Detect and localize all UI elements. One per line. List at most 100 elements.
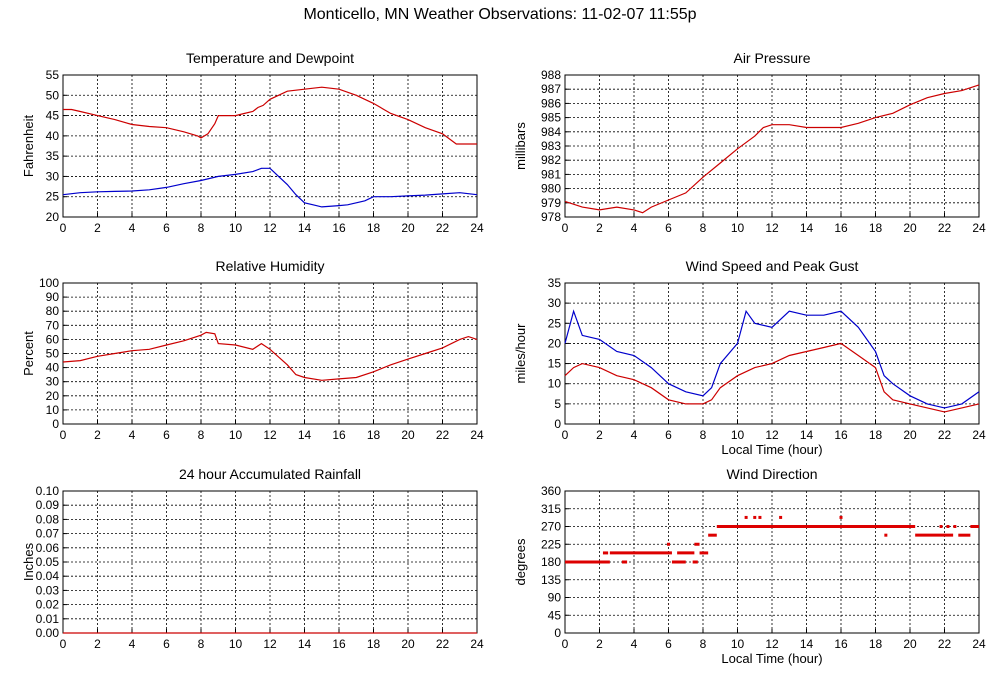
- x-tick-label: 8: [700, 428, 707, 442]
- chart-winddir: 0 2 4 6 8 10 12 14 16 18 20 22 240459013518022527031…: [513, 466, 986, 666]
- x-axis-label: Local Time (hour): [721, 442, 822, 457]
- x-tick-label: 12: [263, 428, 277, 442]
- x-tick-label: 10: [229, 428, 243, 442]
- x-tick-label: 22: [436, 221, 450, 235]
- x-tick-label: 8: [198, 221, 205, 235]
- y-tick-label: 90: [548, 591, 562, 605]
- x-tick-label: 24: [470, 637, 484, 651]
- direction-point: [939, 525, 943, 528]
- y-tick-label: 15: [548, 357, 562, 371]
- series-line-0: [62, 331, 478, 381]
- x-tick-label: 16: [332, 637, 346, 651]
- x-tick-label: 20: [401, 221, 415, 235]
- x-tick-label: 0: [562, 637, 569, 651]
- y-tick-label: 90: [46, 290, 60, 304]
- direction-point: [744, 515, 748, 519]
- y-axis-label: miles/hour: [513, 323, 528, 384]
- x-tick-label: 18: [869, 428, 883, 442]
- x-tick-label: 14: [800, 428, 814, 442]
- y-axis-label: Fahrenheit: [21, 115, 36, 178]
- x-tick-label: 18: [367, 221, 381, 235]
- x-tick-label: 22: [938, 221, 952, 235]
- y-tick-label: 0.00: [36, 626, 60, 640]
- page-title: Monticello, MN Weather Observations: 11-…: [303, 6, 697, 23]
- x-tick-label: 0: [60, 221, 67, 235]
- x-tick-label: 14: [298, 221, 312, 235]
- y-tick-label: 986: [541, 96, 561, 110]
- series-line-0: [564, 309, 980, 409]
- x-tick-label: 0: [562, 221, 569, 235]
- y-tick-label: 0.05: [36, 555, 60, 569]
- y-tick-label: 0.01: [36, 612, 60, 626]
- y-tick-label: 45: [46, 109, 60, 123]
- x-tick-label: 4: [129, 637, 136, 651]
- y-tick-label: 25: [46, 190, 60, 204]
- y-tick-label: 35: [548, 276, 562, 290]
- x-tick-label: 20: [903, 428, 917, 442]
- y-tick-label: 360: [541, 484, 561, 498]
- direction-point: [667, 542, 670, 546]
- x-tick-label: 2: [94, 221, 101, 235]
- y-tick-label: 981: [541, 167, 561, 181]
- x-tick-label: 20: [401, 428, 415, 442]
- x-tick-label: 18: [869, 637, 883, 651]
- y-tick-label: 985: [541, 111, 561, 125]
- y-tick-label: 10: [548, 377, 562, 391]
- x-tick-label: 14: [298, 637, 312, 651]
- chart-wind: 0 2 4 6 8 10 12 14 16 18 20 22 2405101520253035Wind …: [513, 258, 986, 457]
- x-tick-label: 12: [263, 637, 277, 651]
- x-tick-label: 24: [972, 221, 986, 235]
- y-tick-label: 984: [541, 125, 561, 139]
- y-axis-label: Percent: [21, 331, 36, 376]
- series-line-1: [564, 342, 980, 413]
- x-tick-label: 16: [834, 637, 848, 651]
- y-tick-label: 45: [548, 608, 562, 622]
- x-tick-label: 4: [129, 428, 136, 442]
- x-tick-label: 22: [938, 637, 952, 651]
- x-tick-label: 10: [229, 637, 243, 651]
- chart-title: 24 hour Accumulated Rainfall: [179, 466, 361, 482]
- y-tick-label: 225: [541, 537, 561, 551]
- x-tick-label: 6: [163, 221, 170, 235]
- x-tick-label: 12: [765, 221, 779, 235]
- x-tick-label: 2: [596, 428, 603, 442]
- y-tick-label: 20: [46, 389, 60, 403]
- chart-rain: 0 2 4 6 8 10 12 14 16 18 20 22 240.000.010.020.030.0…: [21, 466, 484, 651]
- y-tick-label: 0.07: [36, 527, 60, 541]
- chart-title: Relative Humidity: [216, 258, 325, 274]
- y-tick-label: 979: [541, 196, 561, 210]
- x-tick-label: 8: [198, 637, 205, 651]
- y-tick-label: 50: [46, 347, 60, 361]
- x-tick-label: 14: [298, 428, 312, 442]
- y-tick-label: 980: [541, 182, 561, 196]
- x-tick-label: 22: [938, 428, 952, 442]
- x-tick-label: 20: [903, 221, 917, 235]
- direction-point: [884, 533, 888, 537]
- x-tick-label: 18: [869, 221, 883, 235]
- direction-point: [758, 515, 762, 519]
- y-tick-label: 180: [541, 555, 561, 569]
- x-tick-label: 2: [94, 637, 101, 651]
- direction-point: [953, 525, 957, 528]
- direction-point: [946, 525, 950, 528]
- x-tick-label: 12: [765, 428, 779, 442]
- x-tick-label: 12: [765, 637, 779, 651]
- direction-point: [839, 515, 843, 519]
- y-tick-label: 30: [548, 296, 562, 310]
- y-tick-label: 30: [46, 169, 60, 183]
- series-line-0: [63, 86, 477, 145]
- x-tick-label: 0: [60, 428, 67, 442]
- x-tick-label: 2: [94, 428, 101, 442]
- y-tick-label: 0.09: [36, 498, 60, 512]
- chart-title: Wind Speed and Peak Gust: [686, 258, 859, 274]
- y-tick-label: 60: [46, 332, 60, 346]
- y-tick-label: 30: [46, 375, 60, 389]
- y-tick-label: 0: [52, 417, 59, 431]
- x-tick-label: 24: [972, 637, 986, 651]
- y-tick-label: 25: [548, 316, 562, 330]
- y-tick-label: 270: [541, 520, 561, 534]
- x-tick-label: 18: [367, 637, 381, 651]
- y-tick-label: 40: [46, 129, 60, 143]
- x-tick-label: 6: [665, 428, 672, 442]
- x-tick-label: 10: [731, 637, 745, 651]
